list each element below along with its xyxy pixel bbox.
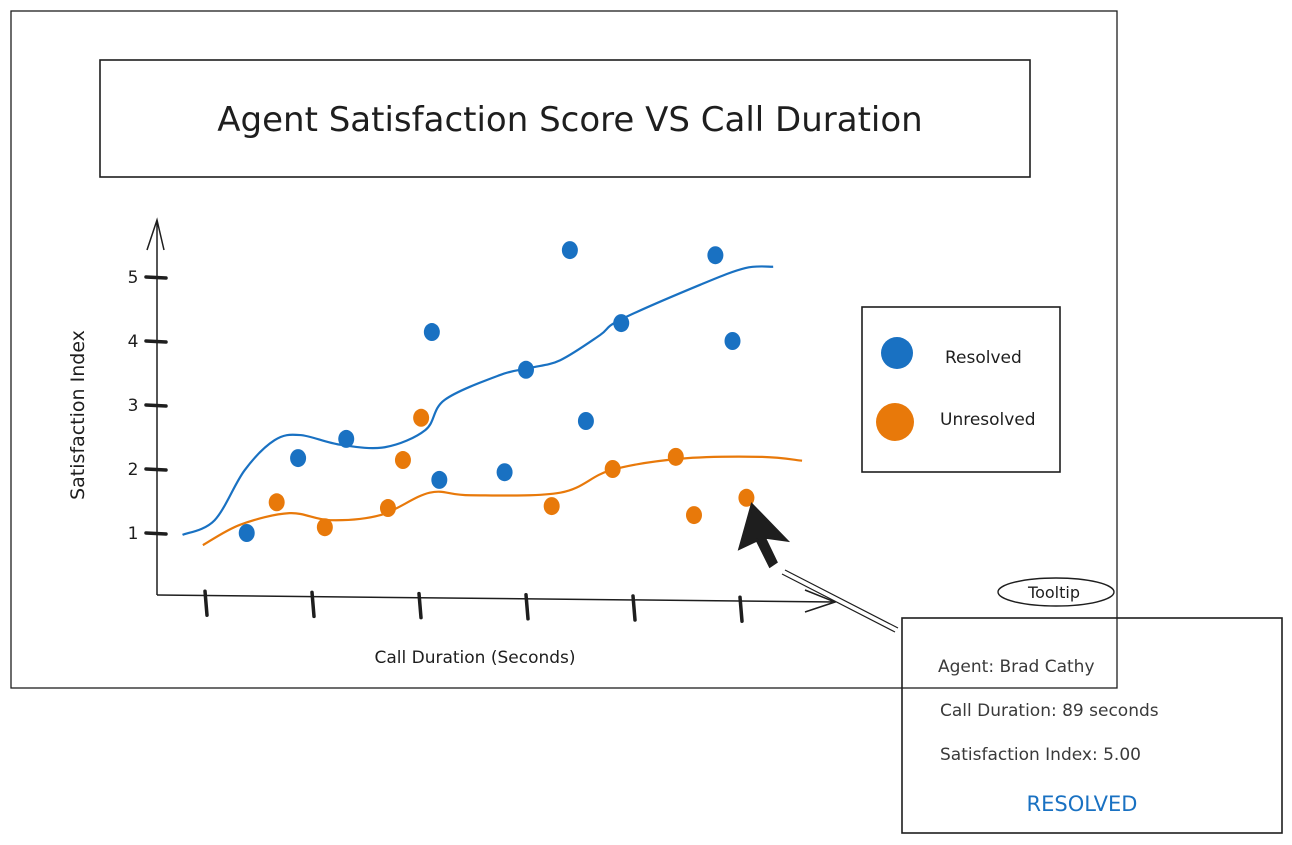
chart-title: Agent Satisfaction Score VS Call Duratio… — [217, 100, 922, 140]
data-point-unresolved[interactable] — [379, 499, 396, 518]
trend-line-unresolved — [202, 455, 803, 547]
data-point-unresolved[interactable] — [738, 488, 755, 507]
y-tick-label: 4 — [128, 332, 139, 352]
y-tick-mark — [144, 339, 168, 344]
data-point-unresolved[interactable] — [394, 451, 411, 470]
data-point-resolved[interactable] — [577, 412, 594, 430]
mouse-cursor-icon — [737, 502, 791, 569]
data-point-resolved[interactable] — [518, 360, 534, 379]
data-point-unresolved[interactable] — [604, 460, 621, 478]
legend-label-unresolved: Unresolved — [940, 410, 1036, 430]
data-point-resolved[interactable] — [338, 429, 355, 448]
legend-label-resolved: Resolved — [945, 348, 1022, 368]
data-point-resolved[interactable] — [707, 246, 724, 265]
title-box — [99, 59, 1031, 178]
tooltip-satisfaction: Satisfaction Index: 5.00 — [940, 745, 1141, 765]
tooltip-status: RESOLVED — [1027, 792, 1138, 816]
y-tick-label: 2 — [128, 460, 139, 480]
data-point-unresolved[interactable] — [268, 493, 285, 512]
y-tick-mark — [144, 275, 168, 280]
tooltip-agent: Agent: Brad Cathy — [938, 657, 1095, 677]
trend-line-resolved — [182, 265, 774, 536]
chart-frame — [10, 10, 1118, 689]
tooltip-badge-label: Tooltip — [1027, 583, 1080, 602]
data-point-resolved[interactable] — [496, 463, 513, 482]
y-tick-mark — [144, 467, 168, 472]
y-tick-mark — [144, 531, 168, 536]
y-tick-label: 3 — [128, 396, 139, 416]
x-tick-mark — [417, 591, 423, 620]
tooltip-badge — [997, 577, 1115, 607]
legend-marker-unresolved — [876, 403, 914, 441]
data-point-resolved[interactable] — [431, 470, 448, 489]
x-tick-mark — [524, 593, 530, 621]
x-tick-mark — [631, 594, 637, 622]
data-point-resolved[interactable] — [561, 241, 578, 260]
legend: Resolved Unresolved — [861, 306, 1061, 473]
data-point-unresolved[interactable] — [543, 497, 560, 516]
x-tick-mark — [738, 595, 744, 623]
legend-marker-resolved — [881, 337, 913, 369]
legend-box — [861, 306, 1061, 473]
tooltip-connector — [781, 569, 899, 633]
x-tick-mark — [310, 590, 316, 619]
x-axis-label: Call Duration (Seconds) — [374, 648, 575, 668]
data-point-resolved[interactable] — [238, 524, 255, 542]
y-axis-label: Satisfaction Index — [67, 330, 89, 500]
data-point-unresolved[interactable] — [316, 518, 333, 537]
data-point-unresolved[interactable] — [685, 506, 702, 525]
y-tick-label: 5 — [128, 268, 139, 288]
tooltip-box: Agent: Brad Cathy Call Duration: 89 seco… — [901, 617, 1283, 834]
x-tick-mark — [203, 589, 209, 617]
tooltip-duration: Call Duration: 89 seconds — [940, 701, 1159, 721]
data-point-unresolved[interactable] — [413, 408, 430, 427]
y-tick-mark — [144, 403, 168, 408]
data-point-resolved[interactable] — [613, 314, 630, 333]
x-axis — [156, 589, 838, 613]
data-point-resolved[interactable] — [423, 323, 440, 342]
data-point-unresolved[interactable] — [667, 447, 684, 466]
tooltip-frame — [901, 617, 1283, 834]
data-point-resolved[interactable] — [290, 449, 307, 468]
y-tick-label: 1 — [128, 524, 139, 544]
data-point-resolved[interactable] — [724, 332, 741, 350]
